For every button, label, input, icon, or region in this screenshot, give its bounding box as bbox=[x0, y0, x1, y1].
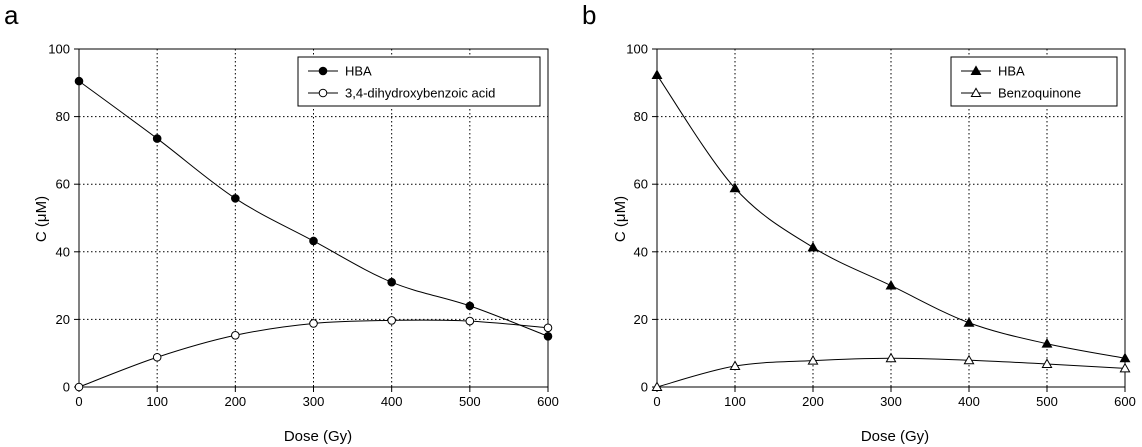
y-tick-label: 0 bbox=[641, 380, 648, 395]
x-tick-label: 100 bbox=[724, 394, 746, 409]
data-point bbox=[885, 352, 897, 363]
data-point bbox=[1119, 362, 1131, 373]
y-tick-label: 40 bbox=[634, 244, 648, 259]
y-tick-label: 60 bbox=[634, 177, 648, 192]
x-tick-label: 100 bbox=[146, 394, 168, 409]
data-point bbox=[74, 382, 84, 392]
y-axis-label: C (μM) bbox=[33, 196, 50, 242]
y-tick-label: 40 bbox=[56, 244, 70, 259]
y-tick-label: 100 bbox=[48, 42, 70, 57]
x-tick-label: 500 bbox=[459, 394, 481, 409]
x-axis-label: Dose (Gy) bbox=[284, 428, 352, 445]
legend-box bbox=[297, 56, 541, 107]
legend-entry: 3,4-dihydroxybenzoic acid bbox=[345, 86, 495, 101]
chart-panel-a: a Dose (Gy) C (μM) 0 100 200 300 400 500 600 0 2… bbox=[4, 0, 559, 445]
y-tick-label: 100 bbox=[626, 42, 648, 57]
legend-marker bbox=[318, 88, 328, 98]
legend-entry: HBA bbox=[345, 64, 372, 79]
data-point bbox=[1041, 338, 1053, 348]
y-tick-label: 80 bbox=[56, 109, 70, 124]
data-point bbox=[387, 277, 396, 287]
x-tick-label: 200 bbox=[224, 394, 246, 409]
x-tick-label: 0 bbox=[653, 394, 660, 409]
data-point bbox=[309, 236, 318, 246]
chart-panel-b: b Dose (Gy) C (μM) 0 100 200 300 400 500 600 0 2… bbox=[582, 0, 1136, 445]
series-1 bbox=[651, 69, 1131, 363]
data-point bbox=[963, 317, 975, 327]
data-point bbox=[152, 134, 162, 143]
data-point bbox=[465, 301, 475, 311]
x-tick-label: 300 bbox=[303, 394, 325, 409]
legend-entry: HBA bbox=[998, 64, 1025, 79]
x-tick-label: 500 bbox=[1036, 394, 1058, 409]
y-tick-label: 20 bbox=[56, 312, 70, 327]
series-line bbox=[656, 357, 1126, 388]
x-tick-label: 400 bbox=[958, 394, 980, 409]
x-tick-label: 600 bbox=[537, 394, 559, 409]
series-2 bbox=[651, 352, 1131, 391]
data-point bbox=[885, 279, 897, 290]
data-point bbox=[651, 381, 663, 391]
data-point bbox=[729, 182, 741, 193]
legend-marker bbox=[970, 87, 982, 97]
data-point bbox=[231, 194, 240, 203]
data-point bbox=[1119, 352, 1131, 363]
x-axis-label: Dose (Gy) bbox=[861, 428, 929, 445]
data-point bbox=[651, 69, 663, 79]
data-point bbox=[1041, 358, 1053, 368]
panel-label: b bbox=[582, 0, 596, 30]
series-2 bbox=[74, 316, 553, 392]
data-point bbox=[74, 76, 84, 86]
y-axis-label: C (μM) bbox=[612, 196, 629, 242]
data-point bbox=[807, 355, 819, 365]
legend-marker bbox=[318, 66, 328, 76]
data-point bbox=[387, 316, 396, 325]
data-point bbox=[231, 330, 240, 340]
data-point bbox=[309, 319, 318, 328]
x-tick-label: 300 bbox=[880, 394, 902, 409]
panel-label: a bbox=[4, 0, 19, 30]
x-tick-label: 600 bbox=[1114, 394, 1136, 409]
data-point bbox=[152, 352, 162, 362]
y-tick-label: 80 bbox=[634, 109, 648, 124]
data-point bbox=[729, 360, 741, 370]
y-tick-label: 0 bbox=[63, 380, 70, 395]
series-1 bbox=[74, 76, 553, 341]
legend-marker bbox=[970, 65, 982, 75]
y-tick-label: 20 bbox=[634, 312, 648, 327]
data-point bbox=[465, 316, 475, 326]
data-point bbox=[807, 241, 819, 252]
x-tick-label: 400 bbox=[381, 394, 403, 409]
legend: HBA Benzoquinone bbox=[950, 56, 1118, 107]
legend-box bbox=[950, 56, 1118, 107]
data-point bbox=[963, 354, 975, 365]
data-point bbox=[543, 323, 553, 333]
x-tick-label: 200 bbox=[802, 394, 824, 409]
legend-entry: Benzoquinone bbox=[998, 86, 1081, 101]
y-tick-label: 60 bbox=[56, 177, 70, 192]
x-tick-label: 0 bbox=[75, 394, 82, 409]
data-point bbox=[543, 332, 553, 341]
legend: HBA 3,4-dihydroxybenzoic acid bbox=[297, 56, 541, 107]
